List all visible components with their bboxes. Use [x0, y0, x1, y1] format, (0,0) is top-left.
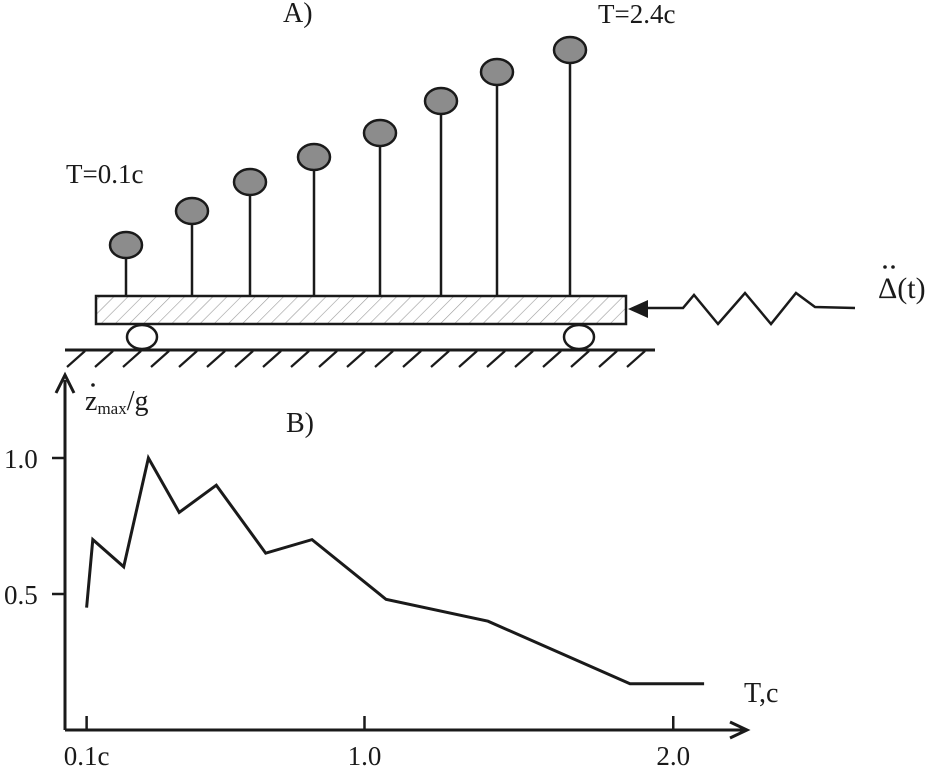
pendulum-group: [108, 35, 588, 296]
period-max-label: T=2.4c: [598, 0, 675, 29]
y-axis-label: zmax/g: [85, 386, 149, 418]
ground-hatch-mark: [542, 350, 562, 368]
ground-hatch-mark: [402, 350, 422, 368]
panel-b: B) zmax/g T,c 0.1c 1.0 2.0 0.5 1.0: [4, 371, 778, 771]
ground-hatch-mark: [458, 350, 478, 368]
ground-hatch-mark: [206, 350, 226, 368]
ground-hatch-mark: [374, 350, 394, 368]
pendulum-bob: [174, 196, 210, 226]
wheel-right: [562, 323, 596, 351]
ground-hatch-mark: [66, 350, 86, 368]
y-axis-label-main: z: [85, 386, 97, 417]
panel-a: A) T=0.1c T=2.4c Δ(t): [65, 0, 926, 368]
ground-hatch-mark: [626, 350, 646, 368]
y-label-dot: [91, 383, 95, 387]
series-points: [87, 458, 705, 684]
ground-hatch-mark: [150, 350, 170, 368]
panel-b-label: B): [286, 408, 314, 439]
ground-hatch-mark: [598, 350, 618, 368]
ground-hatch: [66, 350, 646, 368]
ground-hatch-mark: [346, 350, 366, 368]
ground-hatch-mark: [486, 350, 506, 368]
y-axis-label-sub: max: [97, 399, 127, 418]
x-axis-arrowhead: [729, 720, 751, 740]
excitation-dot-1: [883, 265, 887, 269]
panel-a-label: A): [283, 0, 313, 29]
y-axis-label-tail: /g: [127, 386, 149, 417]
period-min-label: T=0.1c: [66, 159, 143, 189]
y-tick-label: 0.5: [4, 580, 38, 610]
x-tick-label: 0.1c: [64, 741, 110, 771]
pendulum-bob: [108, 230, 144, 260]
pendulum-bob: [552, 35, 588, 65]
pendulum-bob: [296, 142, 332, 172]
wheel-left: [125, 323, 159, 351]
ground-hatch-mark: [430, 350, 450, 368]
ground-hatch-mark: [262, 350, 282, 368]
ground-hatch-mark: [122, 350, 142, 368]
ground-hatch-mark: [570, 350, 590, 368]
ground-hatch-mark: [514, 350, 534, 368]
excitation-dot-2: [891, 265, 895, 269]
x-axis-label: T,c: [744, 678, 778, 709]
ground-hatch-mark: [318, 350, 338, 368]
x-tick-label: 2.0: [656, 741, 690, 771]
series-line: [85, 453, 705, 686]
pendulum-bob: [232, 167, 268, 197]
y-axis-arrowhead: [54, 371, 76, 394]
pendulum-bob: [362, 118, 398, 148]
ground-hatch-mark: [178, 350, 198, 368]
ground-hatch-mark: [290, 350, 310, 368]
excitation-signal: [638, 291, 856, 326]
excitation-label: Δ(t): [878, 272, 926, 305]
pendulum-bob: [479, 57, 515, 87]
pendulum-bob: [423, 86, 459, 116]
shake-table-platform: [94, 294, 628, 326]
tick-group: 0.1c 1.0 2.0 0.5 1.0: [4, 444, 690, 771]
x-tick-label: 1.0: [348, 741, 382, 771]
ground-hatch-mark: [234, 350, 254, 368]
ground-hatch-mark: [94, 350, 114, 368]
y-tick-label: 1.0: [4, 444, 38, 474]
excitation-arrowhead: [628, 300, 648, 318]
